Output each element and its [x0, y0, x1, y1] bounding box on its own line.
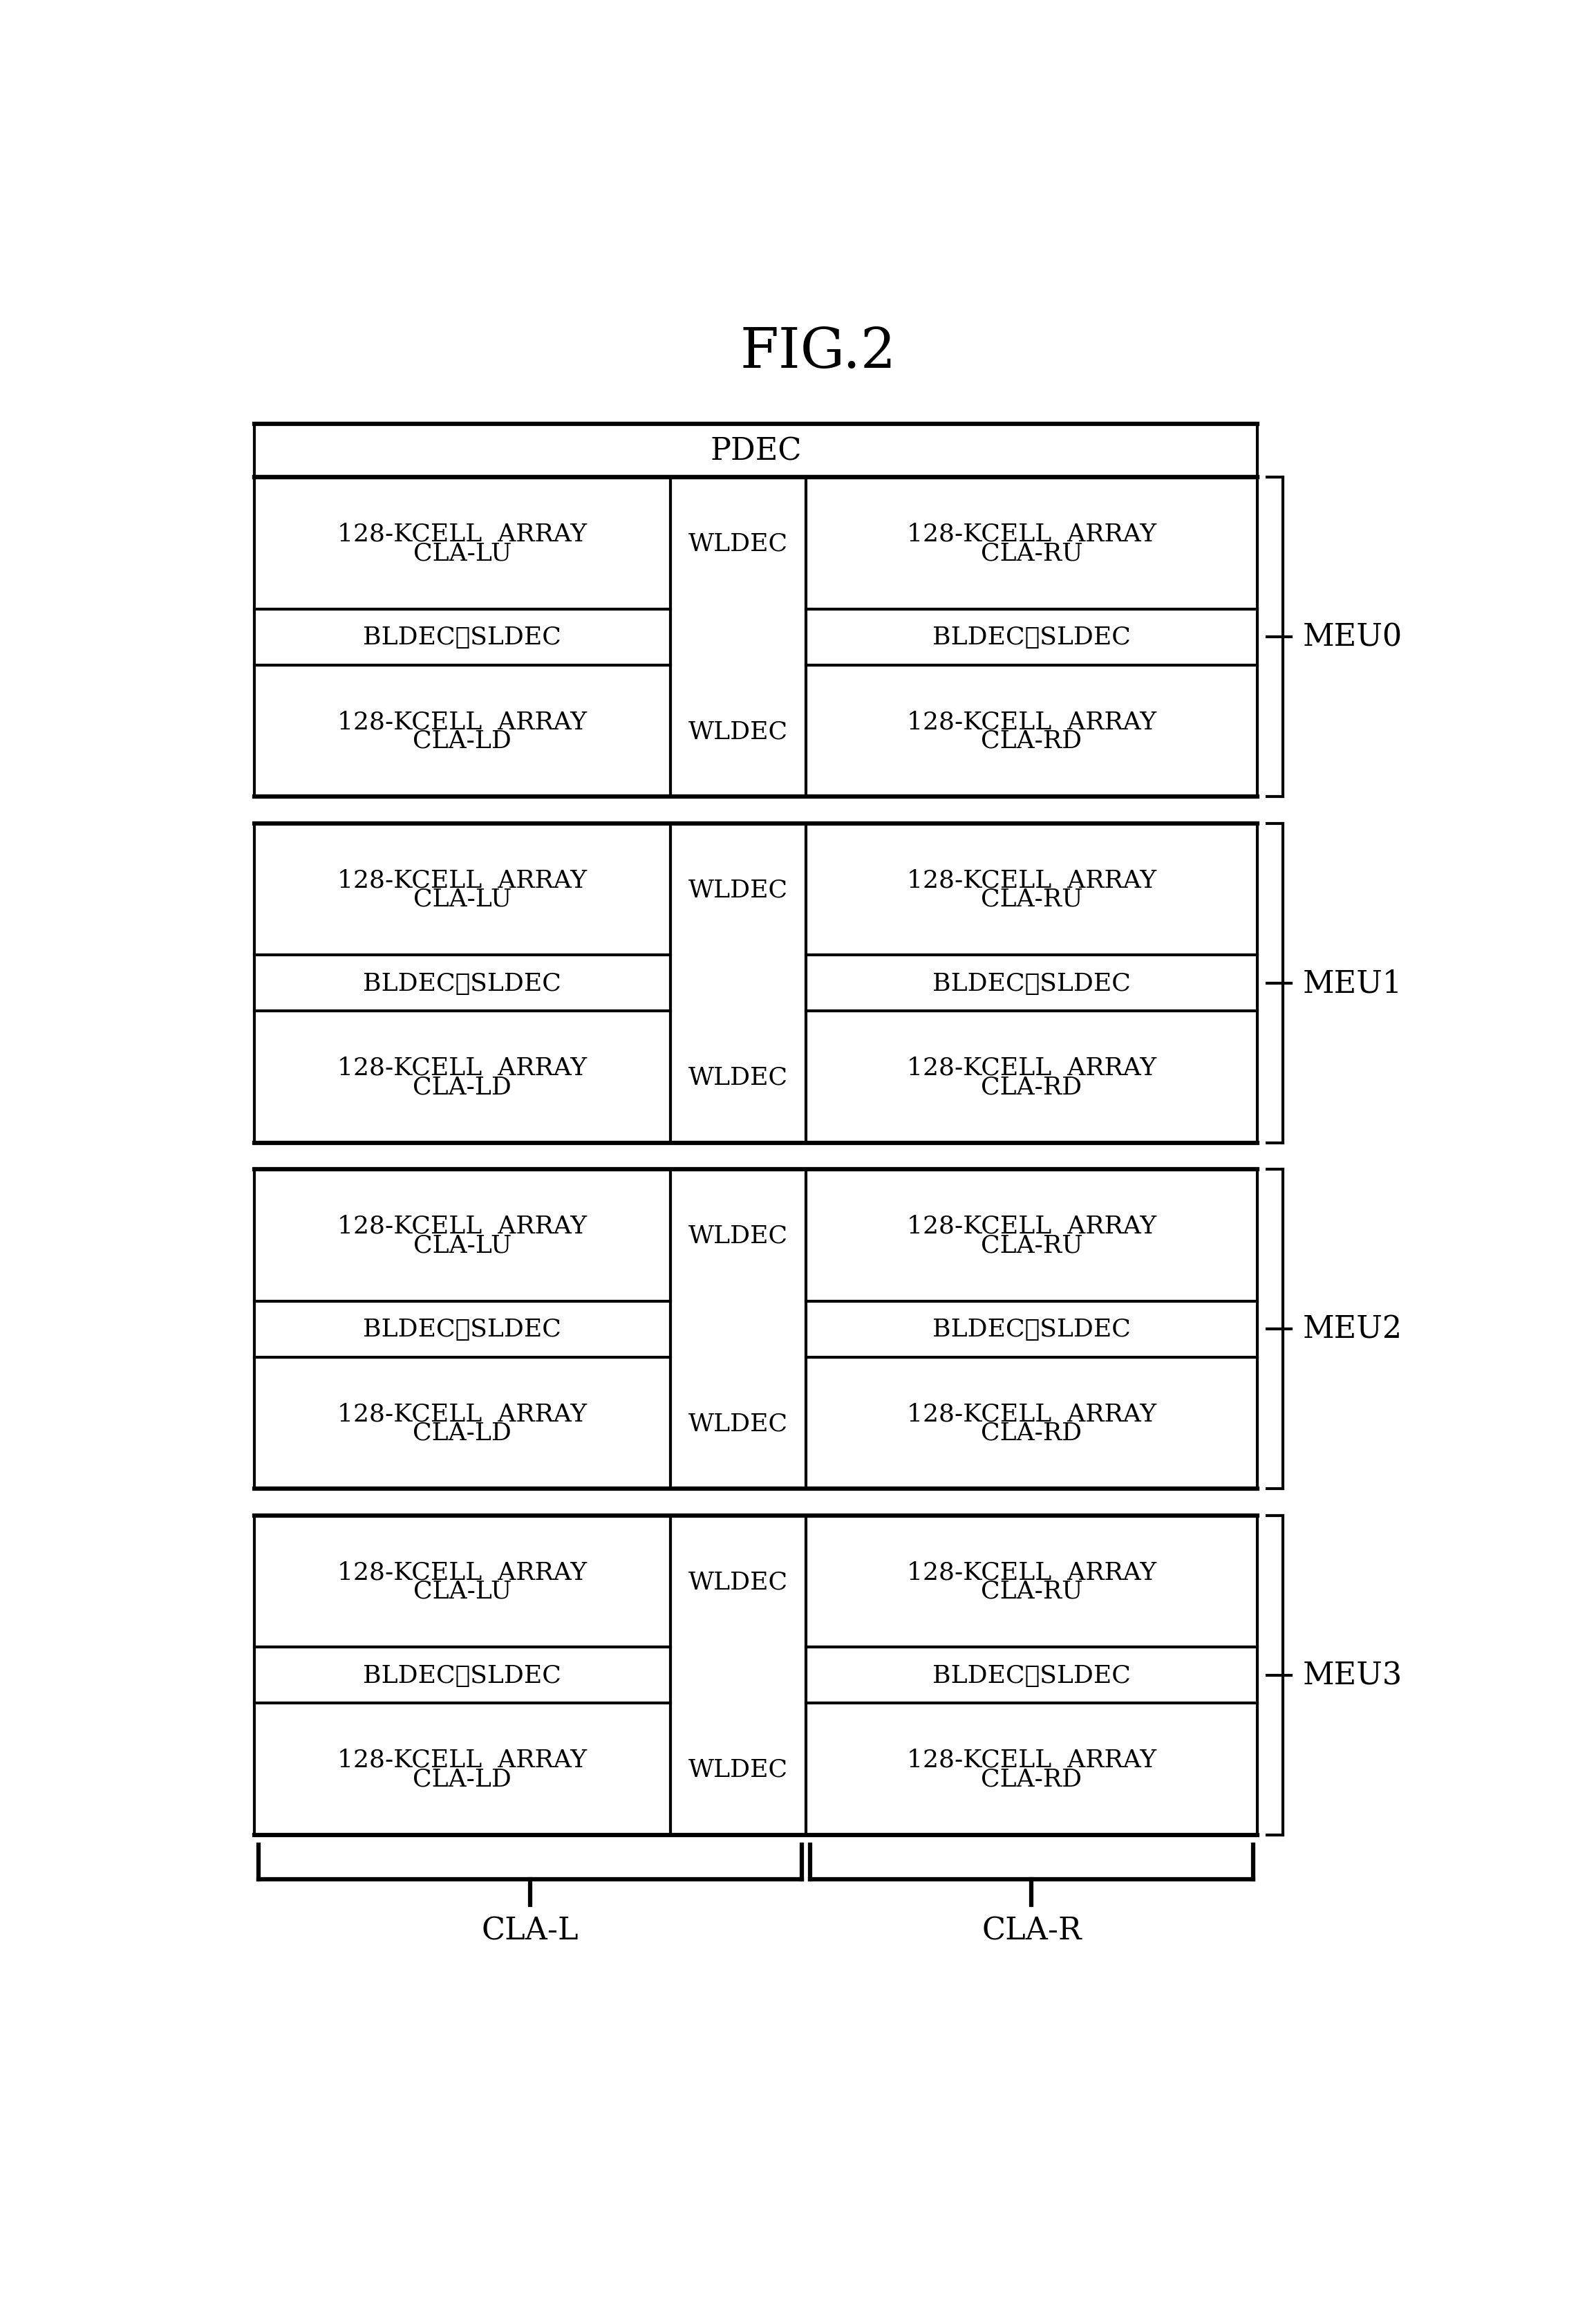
Text: WLDEC: WLDEC [688, 1570, 788, 1593]
Text: 128-KCELL  ARRAY: 128-KCELL ARRAY [907, 867, 1157, 893]
Text: MEU1: MEU1 [1302, 969, 1403, 999]
Text: CLA-R: CLA-R [982, 1915, 1082, 1946]
Text: CLA-LU: CLA-LU [413, 1234, 511, 1257]
Text: WLDEC: WLDEC [688, 1412, 788, 1435]
Text: CLA-RD: CLA-RD [982, 1767, 1082, 1790]
Text: 128-KCELL  ARRAY: 128-KCELL ARRAY [907, 1403, 1157, 1426]
Text: BLDEC／SLDEC: BLDEC／SLDEC [932, 626, 1130, 649]
Text: BLDEC／SLDEC: BLDEC／SLDEC [362, 972, 562, 995]
Text: CLA-LD: CLA-LD [413, 1422, 512, 1445]
Text: 128-KCELL  ARRAY: 128-KCELL ARRAY [907, 1055, 1157, 1078]
Text: 128-KCELL  ARRAY: 128-KCELL ARRAY [907, 1561, 1157, 1584]
Text: MEU2: MEU2 [1302, 1315, 1403, 1345]
Text: WLDEC: WLDEC [688, 531, 788, 557]
Text: WLDEC: WLDEC [688, 879, 788, 902]
Text: CLA-LD: CLA-LD [413, 1767, 512, 1790]
Text: 128-KCELL  ARRAY: 128-KCELL ARRAY [337, 522, 587, 545]
Text: BLDEC／SLDEC: BLDEC／SLDEC [932, 1663, 1130, 1688]
Text: BLDEC／SLDEC: BLDEC／SLDEC [362, 1663, 562, 1688]
Text: 128-KCELL  ARRAY: 128-KCELL ARRAY [337, 1561, 587, 1584]
Text: BLDEC／SLDEC: BLDEC／SLDEC [932, 972, 1130, 995]
Text: 128-KCELL  ARRAY: 128-KCELL ARRAY [337, 710, 587, 733]
Text: MEU0: MEU0 [1302, 621, 1403, 652]
Text: 128-KCELL  ARRAY: 128-KCELL ARRAY [907, 1749, 1157, 1772]
Text: BLDEC／SLDEC: BLDEC／SLDEC [362, 1317, 562, 1340]
Text: CLA-LU: CLA-LU [413, 543, 511, 566]
Text: CLA-RU: CLA-RU [980, 543, 1082, 566]
Text: 128-KCELL  ARRAY: 128-KCELL ARRAY [337, 867, 587, 893]
Text: WLDEC: WLDEC [688, 1758, 788, 1781]
Text: 128-KCELL  ARRAY: 128-KCELL ARRAY [337, 1749, 587, 1772]
Text: CLA-RD: CLA-RD [982, 728, 1082, 754]
Text: CLA-LU: CLA-LU [413, 1579, 511, 1602]
Text: CLA-RU: CLA-RU [980, 888, 1082, 911]
Text: WLDEC: WLDEC [688, 1064, 788, 1090]
Text: 128-KCELL  ARRAY: 128-KCELL ARRAY [337, 1403, 587, 1426]
Text: BLDEC／SLDEC: BLDEC／SLDEC [362, 626, 562, 649]
Text: CLA-RU: CLA-RU [980, 1234, 1082, 1257]
Text: CLA-L: CLA-L [482, 1915, 578, 1946]
Text: CLA-RD: CLA-RD [982, 1422, 1082, 1445]
Text: CLA-LU: CLA-LU [413, 888, 511, 911]
Text: CLA-LD: CLA-LD [413, 1076, 512, 1099]
Text: PDEC: PDEC [710, 436, 801, 466]
Text: 128-KCELL  ARRAY: 128-KCELL ARRAY [337, 1215, 587, 1238]
Text: 128-KCELL  ARRAY: 128-KCELL ARRAY [337, 1055, 587, 1078]
Text: BLDEC／SLDEC: BLDEC／SLDEC [932, 1317, 1130, 1340]
Text: CLA-LD: CLA-LD [413, 728, 512, 754]
Text: 128-KCELL  ARRAY: 128-KCELL ARRAY [907, 522, 1157, 545]
Text: CLA-RU: CLA-RU [980, 1579, 1082, 1602]
Text: CLA-RD: CLA-RD [982, 1076, 1082, 1099]
Text: FIG.2: FIG.2 [741, 327, 895, 380]
Text: MEU3: MEU3 [1302, 1660, 1403, 1691]
Text: 128-KCELL  ARRAY: 128-KCELL ARRAY [907, 710, 1157, 733]
Text: WLDEC: WLDEC [688, 719, 788, 742]
Text: WLDEC: WLDEC [688, 1224, 788, 1248]
Text: 128-KCELL  ARRAY: 128-KCELL ARRAY [907, 1215, 1157, 1238]
